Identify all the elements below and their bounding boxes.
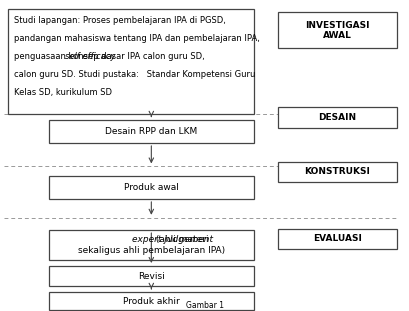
Text: Produk awal: Produk awal: [124, 183, 179, 192]
Text: EVALUASI: EVALUASI: [313, 234, 362, 243]
Text: Produk akhir: Produk akhir: [123, 297, 180, 305]
Text: DESAIN: DESAIN: [318, 113, 357, 122]
Text: Revisi: Revisi: [138, 272, 165, 281]
Text: pandangan mahasiswa tentang IPA dan pembelajaran IPA,: pandangan mahasiswa tentang IPA dan pemb…: [14, 34, 260, 43]
Bar: [278, 162, 397, 182]
Bar: [49, 176, 254, 199]
Text: (ahli materi: (ahli materi: [153, 235, 209, 244]
Text: penguasaan konsep dasar IPA calon guru SD,: penguasaan konsep dasar IPA calon guru S…: [14, 52, 208, 61]
Bar: [278, 229, 397, 249]
Text: self efficacy: self efficacy: [65, 52, 116, 61]
Text: Kelas SD, kurikulum SD: Kelas SD, kurikulum SD: [14, 88, 112, 97]
Text: sekaligus ahli pembelajaran IPA): sekaligus ahli pembelajaran IPA): [78, 246, 225, 255]
Bar: [49, 120, 254, 143]
Bar: [278, 12, 397, 48]
Text: calon guru SD. Studi pustaka:   Standar Kompetensi Guru: calon guru SD. Studi pustaka: Standar Ko…: [14, 70, 256, 79]
Bar: [8, 9, 254, 114]
Text: Gambar 1: Gambar 1: [186, 301, 223, 310]
Text: expert judgement: expert judgement: [133, 235, 213, 244]
Bar: [49, 230, 254, 260]
Text: KONSTRUKSI: KONSTRUKSI: [304, 167, 371, 176]
Text: INVESTIGASI
AWAL: INVESTIGASI AWAL: [305, 21, 370, 40]
Text: Desain RPP dan LKM: Desain RPP dan LKM: [105, 127, 198, 136]
Bar: [49, 266, 254, 286]
Text: Studi lapangan: Proses pembelajaran IPA di PGSD,: Studi lapangan: Proses pembelajaran IPA …: [14, 16, 226, 25]
Bar: [278, 107, 397, 128]
Bar: [49, 292, 254, 310]
